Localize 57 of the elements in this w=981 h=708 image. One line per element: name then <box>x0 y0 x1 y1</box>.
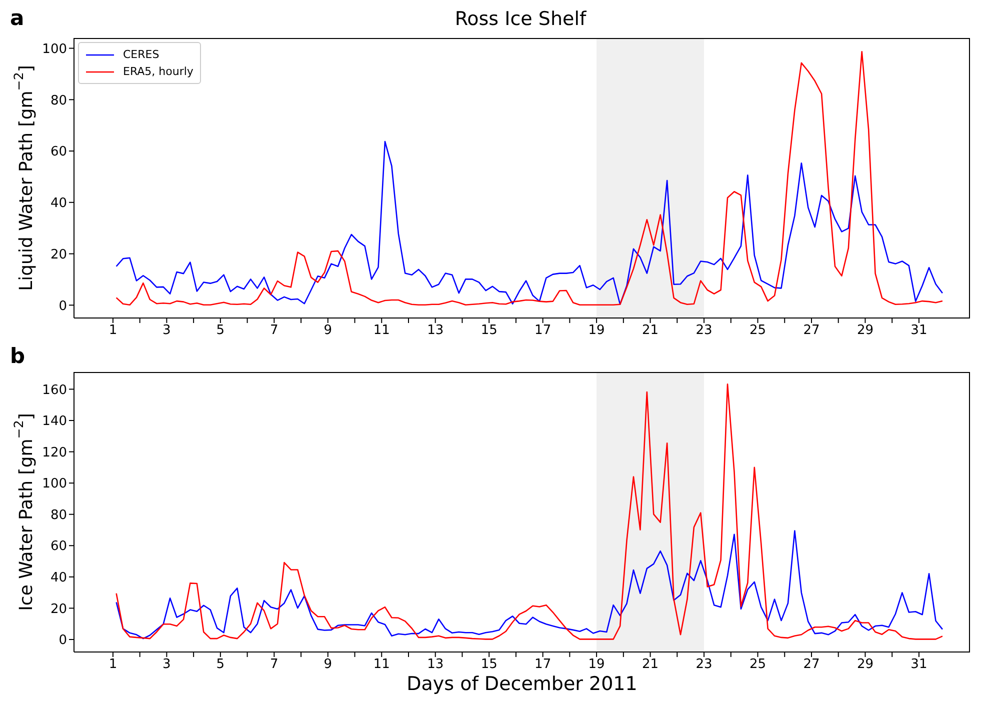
y-tick-label: 0 <box>58 633 67 648</box>
x-tick-label: 7 <box>270 657 278 672</box>
y-tick-label: 100 <box>42 476 67 492</box>
text: b <box>10 344 26 368</box>
x-tick-label: 11 <box>373 657 390 672</box>
line-series <box>116 530 944 640</box>
legend-label: ERA5, hourly <box>123 65 194 78</box>
text: a <box>10 6 24 30</box>
chart-title: Ross Ice Shelf <box>454 8 586 30</box>
x-tick-label: 13 <box>427 657 444 672</box>
x-tick-label: 23 <box>696 323 712 338</box>
x-tick-label: 27 <box>803 323 820 338</box>
x-tick-label: 19 <box>588 657 605 672</box>
x-tick-label: 11 <box>373 323 390 338</box>
x-axis-title: Days of December 2011 <box>406 673 638 695</box>
x-tick-label: 19 <box>588 323 605 338</box>
x-tick-label: 25 <box>749 657 766 672</box>
line-series <box>116 384 944 640</box>
y-tick-label: 0 <box>58 298 67 314</box>
x-tick-label: 29 <box>856 657 874 672</box>
line-series <box>116 140 944 306</box>
x-tick-label: 29 <box>856 323 874 338</box>
x-tick-label: 13 <box>427 323 444 338</box>
x-tick-label: 7 <box>270 323 278 338</box>
y-tick-label: 80 <box>50 93 67 108</box>
x-tick-label: 3 <box>162 657 171 672</box>
x-tick-label: 25 <box>749 323 766 338</box>
line-series <box>116 50 944 306</box>
y-tick-label: 20 <box>50 247 67 262</box>
x-tick-label: 15 <box>480 657 498 672</box>
y-tick-label: 120 <box>42 445 67 460</box>
y-tick-label: 40 <box>50 196 67 212</box>
x-tick-label: 15 <box>480 323 498 338</box>
y-tick-label: 60 <box>50 144 67 160</box>
x-tick-label: 9 <box>324 323 332 338</box>
y-tick-label: 80 <box>50 508 67 523</box>
x-tick-label: 9 <box>324 657 332 672</box>
x-tick-label: 1 <box>108 657 118 672</box>
y-tick-label: 40 <box>50 570 67 586</box>
x-tick-label: 21 <box>642 323 659 338</box>
x-tick-label: 17 <box>534 657 552 672</box>
x-tick-label: 1 <box>108 323 118 338</box>
x-tick-label: 3 <box>162 323 171 338</box>
x-tick-label: 17 <box>534 323 552 338</box>
y-tick-label: 60 <box>50 539 67 554</box>
y-tick-label: 20 <box>50 602 67 617</box>
x-tick-label: 5 <box>216 323 225 338</box>
y-tick-label: 160 <box>42 382 67 398</box>
y-tick-label: 140 <box>42 414 67 430</box>
x-tick-label: 31 <box>910 323 928 338</box>
y-tick-label: 100 <box>42 42 67 57</box>
x-tick-label: 31 <box>910 657 928 672</box>
x-tick-label: 27 <box>803 657 820 672</box>
legend-label: CERES <box>123 48 160 61</box>
x-tick-label: 23 <box>696 657 712 672</box>
x-tick-label: 21 <box>642 657 659 672</box>
x-tick-label: 5 <box>216 657 225 672</box>
